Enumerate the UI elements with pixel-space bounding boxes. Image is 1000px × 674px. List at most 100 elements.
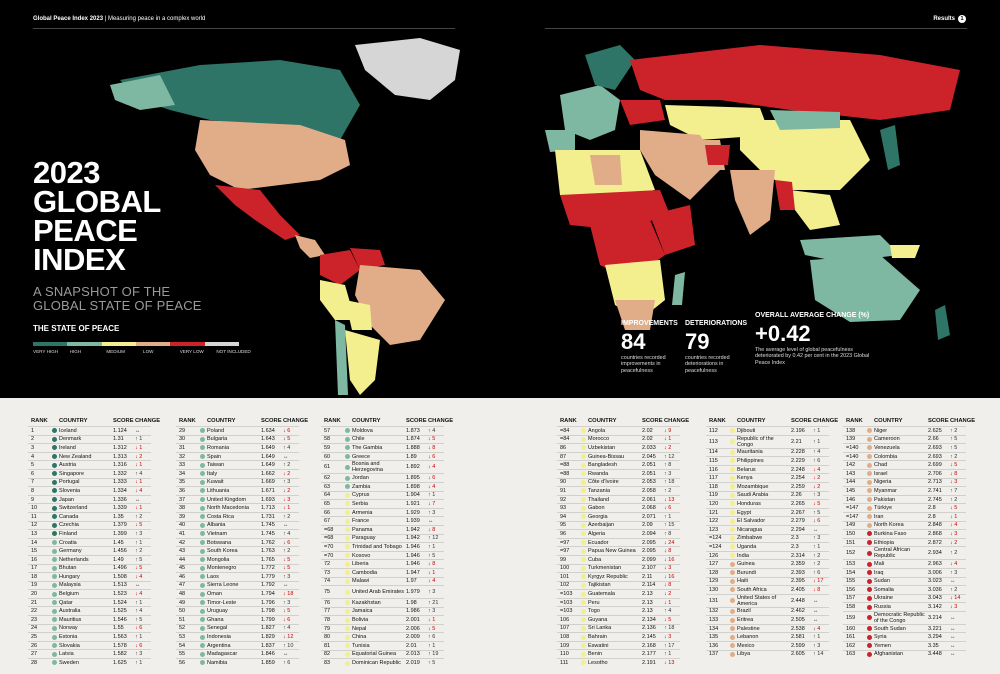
stat-value: +0.42 [755, 321, 811, 346]
change-cell: ↔ [950, 614, 956, 621]
rank-cell: 116 [709, 466, 718, 473]
status-dot [52, 471, 59, 477]
peace-level-dot [730, 544, 735, 550]
peace-level-dot [581, 600, 586, 606]
table-row: 63 Zambia 1.898 ↓ 4 [321, 481, 444, 491]
change-cell: ↑ 5 [813, 509, 821, 516]
status-dot [52, 600, 59, 606]
country-cell: South Africa [737, 586, 767, 593]
peace-level-dot [867, 445, 872, 451]
country-cell: Türkiye [874, 505, 893, 512]
peace-level-dot [200, 574, 205, 580]
change-cell: ↑ 3 [813, 642, 821, 649]
table-row: 6 Singapore 1.332 ↑ 4 [28, 468, 151, 478]
stat-value: 79 [685, 329, 710, 354]
rank-cell: 130 [709, 586, 719, 593]
peace-level-dot [200, 540, 205, 546]
status-dot [200, 565, 207, 571]
table-row: 66 Armenia 1.929 ↑ 3 [321, 507, 444, 517]
table-row: 8 Slovenia 1.334 ↓ 4 [28, 486, 151, 495]
table-row: 90 Côte d'Ivoire 2.053 ↑ 18 [557, 477, 680, 487]
country-cell: Bulgaria [207, 436, 228, 443]
table-row: 42 Botswana 1.762 ↓ 6 [176, 537, 299, 547]
status-dot [52, 514, 59, 520]
country-cell: Namibia [207, 659, 228, 666]
country-cell: Norway [59, 625, 78, 632]
table-header: RANK COUNTRY SCORE CHANGE [557, 416, 689, 426]
score-cell: 2.229 [791, 457, 805, 464]
table-row: 28 Sweden 1.625 ↑ 1 [28, 658, 151, 667]
rank-cell: 82 [324, 651, 331, 658]
title-line: 2023 [33, 155, 100, 190]
change-cell: ↓ 6 [283, 539, 291, 546]
table-row: 50 Uruguay 1.798 ↓ 5 [176, 606, 299, 615]
peace-level-dot [730, 561, 735, 567]
country-cell: Italy [207, 470, 218, 477]
peace-level-dot [52, 643, 57, 649]
country-cell: Lebanon [737, 634, 759, 641]
rank-cell: 139 [846, 436, 856, 443]
change-cell: ↓ 2 [813, 483, 821, 490]
score-cell: 2.13 [642, 591, 653, 598]
peace-level-dot [52, 600, 57, 606]
country-cell: Kuwait [207, 479, 224, 486]
table-row: 162 Yemen 3.35 ↔ [843, 641, 966, 650]
score-cell: 1.669 [261, 479, 275, 486]
table-row: 57 Moldova 1.873 ↑ 4 [321, 426, 444, 435]
status-dot [52, 574, 59, 580]
peace-level-dot [867, 522, 872, 528]
score-cell: 2.538 [791, 625, 805, 632]
subtitle-line: GLOBAL STATE OF PEACE [33, 298, 202, 313]
peace-level-dot [581, 522, 586, 528]
subtitle-line: A SNAPSHOT OF THE [33, 284, 171, 299]
status-dot [867, 634, 874, 640]
table-row: 12 Czechia 1.379 ↓ 5 [28, 520, 151, 530]
map-centam [295, 235, 325, 258]
status-dot [730, 501, 737, 507]
map-canada [120, 60, 360, 140]
section-name: Measuring peace in a complex world [107, 16, 206, 22]
rank-cell: 80 [324, 634, 331, 641]
rank-cell: 153 [846, 561, 856, 568]
rank-cell: =140 [846, 444, 859, 451]
score-cell: 1.336 [113, 496, 127, 503]
score-cell: 2.359 [791, 561, 805, 568]
legend-color-bar [33, 342, 239, 346]
country-cell: Qatar [59, 599, 73, 606]
rank-cell: 36 [179, 487, 186, 494]
change-cell: ↑ 8 [664, 462, 672, 469]
table-row: 139 Cameroon 2.66 ↑ 5 [843, 434, 966, 444]
score-cell: 1.582 [113, 651, 127, 658]
rank-cell: 6 [31, 470, 35, 477]
table-row: 56 Namibia 1.859 ↑ 6 [176, 658, 299, 667]
peace-level-dot [581, 462, 586, 468]
country-cell: Belarus [737, 466, 756, 473]
country-cell: Poland [207, 427, 225, 434]
score-cell: 2.248 [791, 466, 805, 473]
change-cell: ↓ 2 [813, 475, 821, 482]
score-cell: 2.693 [928, 444, 942, 451]
status-dot [52, 660, 59, 666]
status-dot [730, 587, 737, 593]
score-cell: 3.214 [928, 614, 942, 621]
status-dot [867, 604, 874, 610]
change-cell: ↓ 3 [283, 496, 291, 503]
change-cell: ↑ 2 [813, 561, 821, 568]
peace-level-dot [867, 540, 872, 546]
peace-level-dot [52, 531, 57, 537]
rank-cell: 87 [560, 453, 567, 460]
legend-swatch [67, 342, 102, 346]
legend-heading: THE STATE OF PEACE [33, 324, 120, 333]
peace-level-dot [345, 553, 350, 559]
table-row: 158 Russia 3.142 ↓ 3 [843, 602, 966, 611]
rank-cell: 159 [846, 614, 856, 621]
status-dot [52, 505, 59, 511]
country-cell: Moldova [352, 427, 373, 434]
table-row: 53 Indonesia 1.829 ↓ 12 [176, 632, 299, 641]
rank-cell: 54 [179, 642, 186, 649]
table-row: 27 Latvia 1.582 ↑ 3 [28, 649, 151, 658]
country-cell: Honduras [737, 500, 761, 507]
table-row: 76 Kazakhstan 1.98 ↑ 21 [321, 598, 444, 607]
country-cell: Cameroon [874, 436, 900, 443]
country-cell: Canada [59, 513, 79, 520]
